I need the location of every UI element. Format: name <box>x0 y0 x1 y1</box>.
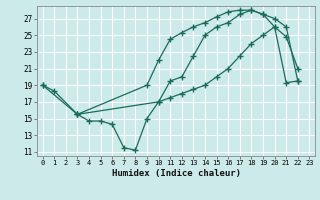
X-axis label: Humidex (Indice chaleur): Humidex (Indice chaleur) <box>111 169 241 178</box>
